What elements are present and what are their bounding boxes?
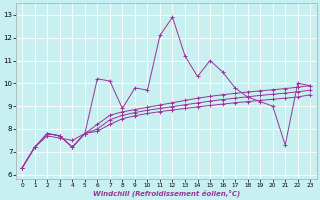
X-axis label: Windchill (Refroidissement éolien,°C): Windchill (Refroidissement éolien,°C) [92,189,240,197]
